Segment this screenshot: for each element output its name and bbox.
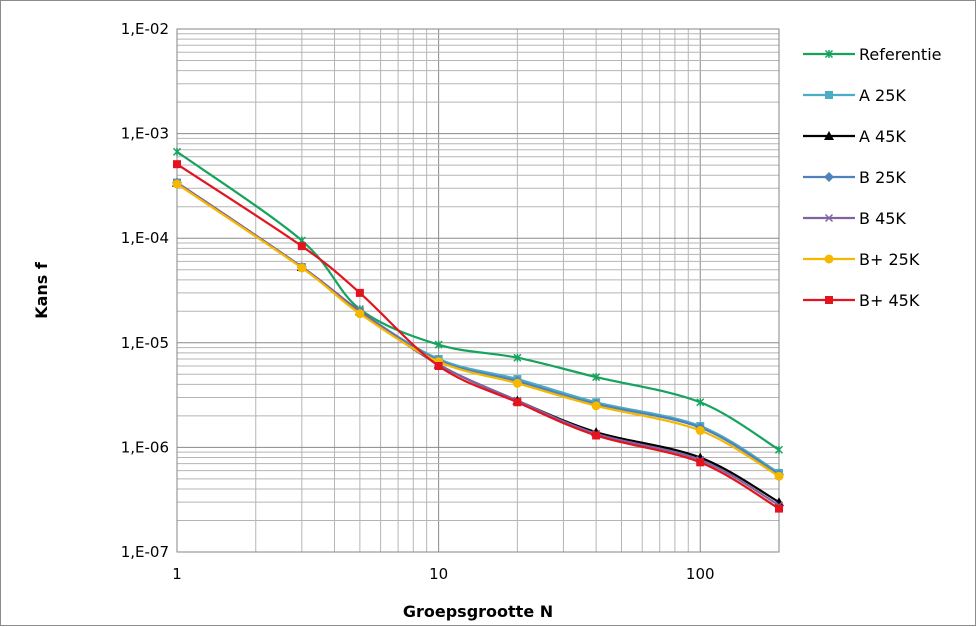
data-point — [513, 398, 522, 407]
data-point — [774, 445, 784, 454]
data-point — [434, 340, 443, 349]
legend-marker — [824, 254, 834, 264]
legend-item: Referentie — [803, 45, 942, 64]
series-b-25k — [172, 179, 784, 481]
legend-item: B 25K — [803, 168, 906, 187]
legend-marker — [825, 296, 833, 304]
data-point — [297, 242, 306, 251]
legend-marker — [824, 131, 834, 140]
x-tick-label: 100 — [686, 565, 715, 583]
data-point — [297, 263, 307, 273]
data-point — [774, 471, 784, 481]
legend-label: B+ 45K — [859, 291, 920, 310]
y-axis-title: Kans f — [32, 261, 51, 319]
data-point — [513, 353, 522, 362]
grid — [176, 28, 780, 553]
data-point — [355, 288, 364, 297]
data-point — [172, 147, 182, 156]
legend-label: B+ 25K — [859, 250, 920, 269]
legend-marker — [824, 172, 834, 182]
data-point — [696, 458, 705, 467]
series-referentie — [172, 147, 784, 454]
legend-item: A 45K — [803, 127, 906, 146]
data-point — [695, 426, 705, 436]
series-lines — [172, 147, 784, 513]
data-point — [775, 504, 783, 513]
data-point — [173, 160, 181, 169]
legend: Referentie A 25K A 45K B 25K B 45K B+ 25K B+ 4… — [803, 45, 942, 310]
legend-label: Referentie — [859, 45, 942, 64]
y-tick-label: 1,E-03 — [121, 125, 169, 143]
legend-marker — [824, 49, 834, 59]
y-tick-label: 1,E-04 — [121, 229, 169, 247]
x-tick-label: 10 — [429, 565, 448, 583]
legend-item: B 45K — [803, 209, 906, 228]
tick-labels: 1,E-07 1,E-06 1,E-05 1,E-04 1,E-03 1,E-02 1 10 1… — [121, 20, 715, 583]
y-tick-label: 1,E-02 — [121, 20, 169, 38]
legend-marker — [825, 91, 833, 99]
series-b-25k — [172, 177, 784, 480]
data-point — [512, 378, 522, 388]
legend-item: A 25K — [803, 86, 906, 105]
data-point — [592, 431, 601, 440]
legend-item: B+ 45K — [803, 291, 920, 310]
y-tick-label: 1,E-07 — [121, 543, 169, 561]
data-point — [172, 179, 182, 189]
legend-label: B 45K — [859, 209, 906, 228]
data-point — [434, 362, 443, 371]
data-point — [355, 309, 365, 319]
legend-item: B+ 25K — [803, 250, 920, 269]
series-b-45k — [173, 160, 783, 513]
y-tick-label: 1,E-06 — [121, 438, 169, 456]
legend-label: B 25K — [859, 168, 906, 187]
data-point — [696, 398, 705, 407]
data-point — [592, 373, 601, 382]
data-point — [591, 401, 601, 411]
legend-label: A 45K — [859, 127, 906, 146]
y-tick-label: 1,E-05 — [121, 334, 169, 352]
x-tick-label: 1 — [172, 565, 182, 583]
x-axis-title: Groepsgrootte N — [403, 602, 553, 621]
legend-label: A 25K — [859, 86, 906, 105]
series-a-25k — [173, 178, 783, 477]
plot-area — [176, 28, 780, 553]
legend-marker — [824, 213, 834, 223]
